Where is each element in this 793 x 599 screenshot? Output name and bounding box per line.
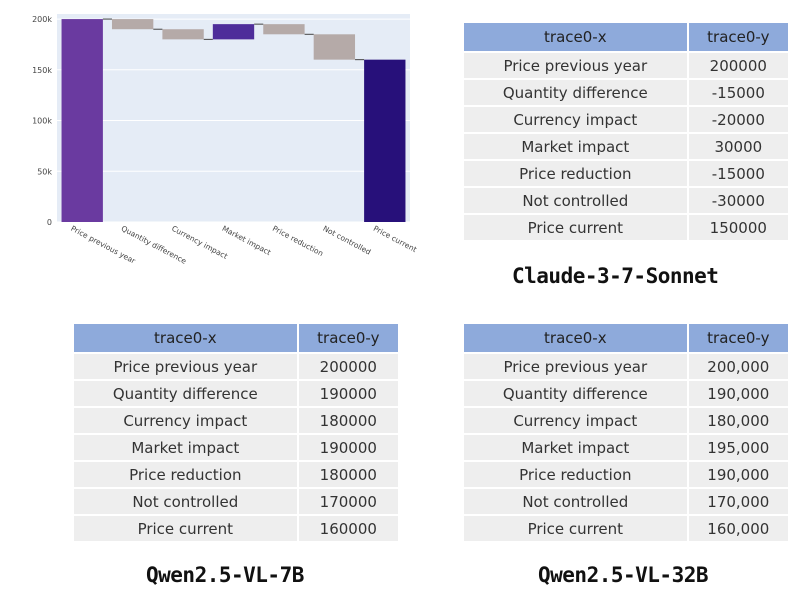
- header-y: trace0-y: [686, 21, 791, 53]
- y-tick-label: 50k: [37, 167, 52, 176]
- header-x: trace0-x: [462, 21, 689, 53]
- cell-x: Price reduction: [462, 159, 689, 188]
- cell-y: -15000: [686, 159, 791, 188]
- y-tick-label: 100k: [32, 117, 52, 126]
- table-header-row: trace0-x trace0-y: [462, 322, 791, 354]
- table-row: Price previous year 200,000: [462, 352, 791, 381]
- cell-x: Price previous year: [462, 352, 689, 381]
- table-row: Price current 160,000: [462, 514, 791, 543]
- cell-y: 190,000: [686, 460, 791, 489]
- table-row: Quantity difference 190000: [72, 379, 401, 408]
- cell-y: 200000: [686, 51, 791, 80]
- cell-y: 170000: [296, 487, 401, 516]
- table-row: Market impact 30000: [462, 132, 791, 161]
- cell-x: Not controlled: [462, 487, 689, 516]
- x-tick-label: Price current: [372, 224, 418, 254]
- table-row: Market impact 190000: [72, 433, 401, 462]
- cell-y: 190,000: [686, 379, 791, 408]
- table-row: Not controlled 170,000: [462, 487, 791, 516]
- cell-y: 30000: [686, 132, 791, 161]
- waterfall-bar: [111, 19, 154, 30]
- table-row: Price current 150000: [462, 213, 791, 242]
- cell-x: Price previous year: [72, 352, 299, 381]
- cell-y: 195,000: [686, 433, 791, 462]
- table-header-row: trace0-x trace0-y: [72, 322, 401, 354]
- cell-x: Price current: [72, 514, 299, 543]
- claude-caption: Claude-3-7-Sonnet: [512, 264, 719, 288]
- cell-x: Price current: [462, 213, 689, 242]
- waterfall-bar: [61, 19, 103, 223]
- plot-background: [57, 14, 410, 222]
- qwen32b-caption: Qwen2.5-VL-32B: [538, 563, 709, 587]
- table-header-row: trace0-x trace0-y: [462, 21, 791, 53]
- table-row: Price previous year 200000: [72, 352, 401, 381]
- qwen7b-table: trace0-x trace0-y Price previous year 200…: [72, 322, 401, 543]
- table-row: Price reduction 180000: [72, 460, 401, 489]
- cell-y: -15000: [686, 78, 791, 107]
- table-row: Currency impact 180000: [72, 406, 401, 435]
- cell-x: Market impact: [462, 433, 689, 462]
- header-x: trace0-x: [462, 322, 689, 354]
- cell-y: 160,000: [686, 514, 791, 543]
- table-row: Price reduction 190,000: [462, 460, 791, 489]
- claude-table: trace0-x trace0-y Price previous year 200…: [462, 21, 791, 242]
- header-y: trace0-y: [296, 322, 401, 354]
- table-row: Market impact 195,000: [462, 433, 791, 462]
- cell-x: Market impact: [72, 433, 299, 462]
- cell-x: Price previous year: [462, 51, 689, 80]
- waterfall-bar: [162, 29, 204, 40]
- cell-x: Not controlled: [72, 487, 299, 516]
- table-row: Currency impact 180,000: [462, 406, 791, 435]
- cell-x: Quantity difference: [72, 379, 299, 408]
- cell-y: 190000: [296, 433, 401, 462]
- cell-x: Quantity difference: [462, 379, 689, 408]
- waterfall-bar: [313, 34, 356, 60]
- cell-x: Currency impact: [72, 406, 299, 435]
- y-tick-label: 150k: [32, 66, 52, 75]
- table-row: Not controlled -30000: [462, 186, 791, 215]
- cell-y: 200,000: [686, 352, 791, 381]
- table-row: Price previous year 200000: [462, 51, 791, 80]
- waterfall-bar: [212, 24, 255, 40]
- cell-y: 180,000: [686, 406, 791, 435]
- x-tick-label: Price reduction: [271, 224, 325, 258]
- cell-y: 180000: [296, 406, 401, 435]
- cell-x: Currency impact: [462, 105, 689, 134]
- cell-y: 150000: [686, 213, 791, 242]
- cell-x: Quantity difference: [462, 78, 689, 107]
- cell-y: 160000: [296, 514, 401, 543]
- cell-x: Market impact: [462, 132, 689, 161]
- cell-x: Price reduction: [72, 460, 299, 489]
- table-row: Not controlled 170000: [72, 487, 401, 516]
- y-tick-label: 200k: [32, 15, 52, 24]
- table-row: Currency impact -20000: [462, 105, 791, 134]
- waterfall-bar: [364, 59, 406, 222]
- cell-x: Price reduction: [462, 460, 689, 489]
- x-tick-label: Not controlled: [321, 224, 372, 257]
- cell-y: 180000: [296, 460, 401, 489]
- cell-x: Currency impact: [462, 406, 689, 435]
- cell-y: -20000: [686, 105, 791, 134]
- qwen7b-caption: Qwen2.5-VL-7B: [146, 563, 304, 587]
- cell-y: 190000: [296, 379, 401, 408]
- table-row: Quantity difference 190,000: [462, 379, 791, 408]
- y-tick-label: 0: [47, 218, 52, 227]
- cell-x: Not controlled: [462, 186, 689, 215]
- qwen32b-table: trace0-x trace0-y Price previous year 200…: [462, 322, 791, 543]
- cell-x: Price current: [462, 514, 689, 543]
- cell-y: 200000: [296, 352, 401, 381]
- cell-y: -30000: [686, 186, 791, 215]
- header-y: trace0-y: [686, 322, 791, 354]
- cell-y: 170,000: [686, 487, 791, 516]
- header-x: trace0-x: [72, 322, 299, 354]
- table-row: Price reduction -15000: [462, 159, 791, 188]
- table-row: Quantity difference -15000: [462, 78, 791, 107]
- table-row: Price current 160000: [72, 514, 401, 543]
- waterfall-bar: [263, 24, 305, 35]
